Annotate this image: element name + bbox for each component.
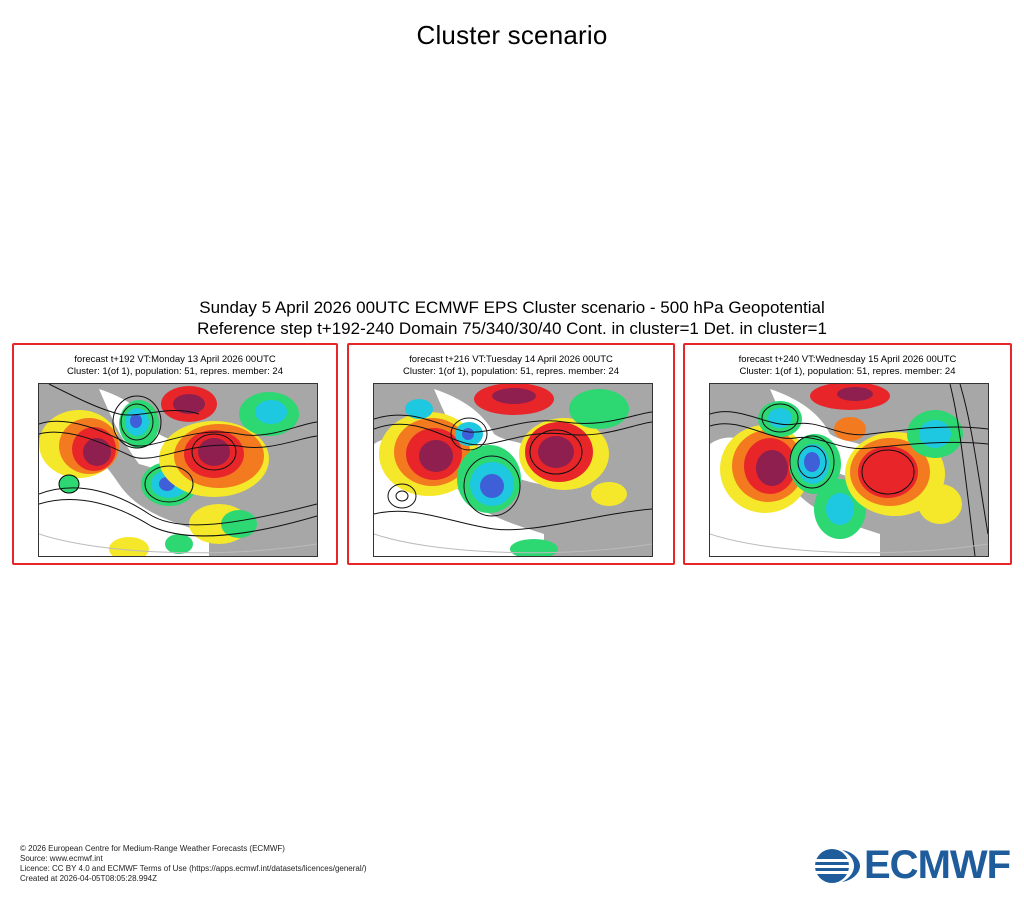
page-title: Cluster scenario [416,20,608,50]
footer-copyright: © 2026 European Centre for Medium-Range … [20,844,285,853]
map-graphic [710,384,988,556]
panel-caption-cluster: Cluster: 1(of 1), population: 51, repres… [739,366,956,377]
ecmwf-logo-icon [814,849,860,883]
geopotential-map [709,383,989,557]
forecast-panel-t216[interactable]: forecast t+216 VT:Tuesday 14 April 2026 … [347,343,675,565]
panel-caption-forecast: forecast t+216 VT:Tuesday 14 April 2026 … [409,354,613,365]
plot-header-line1: Sunday 5 April 2026 00UTC ECMWF EPS Clus… [199,298,825,317]
panel-caption-forecast: forecast t+192 VT:Monday 13 April 2026 0… [74,354,276,365]
footer-source: Source: www.ecmwf.int [20,854,103,863]
footer-licence: Licence: CC BY 4.0 and ECMWF Terms of Us… [20,864,367,873]
panel-caption-cluster: Cluster: 1(of 1), population: 51, repres… [67,366,283,377]
forecast-panel-t192[interactable]: forecast t+192 VT:Monday 13 April 2026 0… [12,343,338,565]
ecmwf-logo-text: ECMWF [864,843,1011,887]
map-graphic [374,384,652,556]
map-graphic [39,384,317,556]
footer-created: Created at 2026-04-05T08:05:28.994Z [20,874,157,883]
panel-caption-cluster: Cluster: 1(of 1), population: 51, repres… [403,366,619,377]
geopotential-map [373,383,653,557]
footer-credits: © 2026 European Centre for Medium-Range … [20,844,367,884]
ecmwf-logo: ECMWF [814,843,1011,887]
geopotential-map [38,383,318,557]
plot-header-line2: Reference step t+192-240 Domain 75/340/3… [197,319,827,338]
panel-caption-forecast: forecast t+240 VT:Wednesday 15 April 202… [738,354,957,365]
forecast-panel-t240[interactable]: forecast t+240 VT:Wednesday 15 April 202… [683,343,1012,565]
